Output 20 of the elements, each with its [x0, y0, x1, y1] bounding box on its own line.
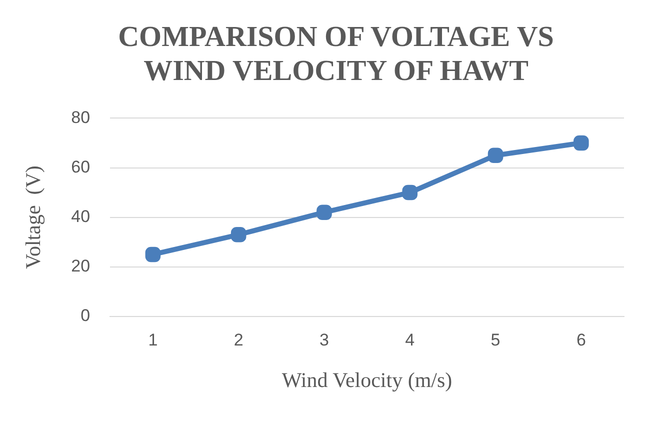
point [230, 226, 246, 242]
y-axis-title: Voltage (V) [21, 166, 46, 270]
y-tick-label: 40 [71, 206, 90, 226]
point [488, 148, 504, 164]
point [574, 135, 589, 151]
x-tick-label: 2 [234, 330, 244, 350]
y-tick-label: 60 [71, 157, 90, 176]
x-axis-title: Wind Velocity (m/s) [282, 368, 452, 392]
x-tick-label: 5 [490, 330, 500, 350]
y-tick-label: 20 [71, 256, 90, 276]
x-tick-label: 1 [148, 330, 158, 350]
point [145, 246, 161, 262]
chart-title: COMPARISON OF VOLTAGE VS WIND VELOCITY OF HAWT [117, 20, 555, 88]
y-tick-label: 80 [71, 108, 90, 127]
x-tick-label: 4 [405, 330, 415, 350]
x-tick-label: 3 [319, 330, 329, 350]
x-tick-label: 6 [576, 330, 586, 350]
point [402, 184, 418, 200]
point [316, 204, 332, 220]
y-tick-label: 0 [80, 306, 90, 326]
